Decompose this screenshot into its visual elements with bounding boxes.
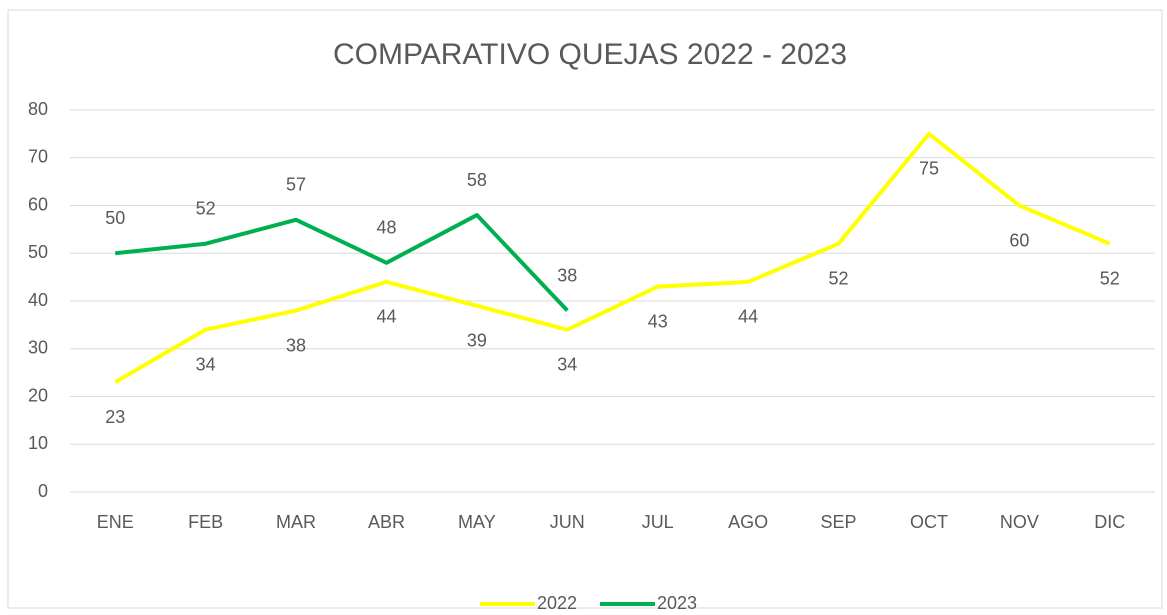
x-tick-label: MAY [458, 512, 496, 532]
data-label: 48 [376, 218, 396, 238]
x-tick-label: JUN [550, 512, 585, 532]
chart-border [7, 9, 1163, 609]
y-tick-label: 10 [28, 433, 48, 453]
y-tick-label: 60 [28, 194, 48, 214]
x-tick-label: MAR [276, 512, 316, 532]
x-tick-label: SEP [821, 512, 857, 532]
y-tick-label: 0 [38, 481, 48, 501]
data-label: 34 [196, 354, 216, 374]
x-tick-label: DIC [1094, 512, 1125, 532]
x-tick-label: JUL [642, 512, 674, 532]
data-label: 44 [738, 307, 758, 327]
y-tick-label: 30 [28, 338, 48, 358]
series-line [114, 131, 1111, 384]
x-tick-label: ENE [97, 512, 134, 532]
data-label: 43 [648, 311, 668, 331]
data-label: 23 [105, 407, 125, 427]
data-label: 58 [467, 170, 487, 190]
data-label: 75 [919, 159, 939, 179]
chart-title: COMPARATIVO QUEJAS 2022 - 2023 [333, 38, 847, 71]
data-label: 38 [557, 265, 577, 285]
data-label: 39 [467, 331, 487, 351]
data-label: 44 [376, 307, 396, 327]
data-label: 34 [557, 354, 577, 374]
data-label: 57 [286, 175, 306, 195]
legend-label: 2023 [657, 593, 697, 610]
y-tick-label: 70 [28, 147, 48, 167]
x-tick-label: OCT [910, 512, 948, 532]
x-tick-label: ABR [368, 512, 405, 532]
data-label: 38 [286, 335, 306, 355]
x-tick-label: AGO [728, 512, 768, 532]
data-label: 52 [829, 268, 849, 288]
y-tick-label: 80 [28, 99, 48, 119]
y-tick-label: 40 [28, 290, 48, 310]
data-label: 52 [1100, 268, 1120, 288]
y-tick-label: 20 [28, 385, 48, 405]
y-tick-label: 50 [28, 242, 48, 262]
series-line [114, 213, 569, 312]
data-label: 50 [105, 208, 125, 228]
legend-label: 2022 [537, 593, 577, 610]
x-tick-label: FEB [188, 512, 223, 532]
x-tick-label: NOV [1000, 512, 1039, 532]
data-label: 52 [196, 198, 216, 218]
data-label: 60 [1009, 230, 1029, 250]
